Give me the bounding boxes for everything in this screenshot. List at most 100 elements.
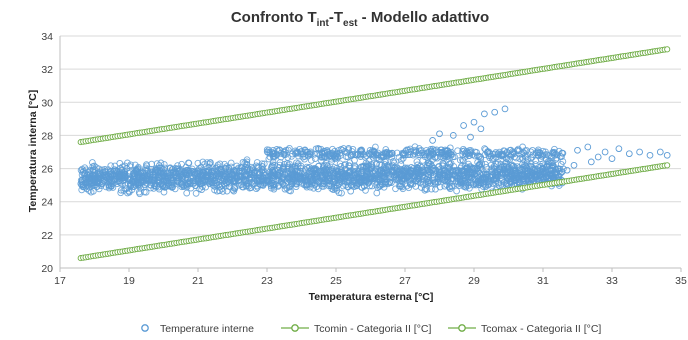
point-temperature-interne: [192, 190, 200, 197]
point-temperature-interne: [259, 169, 267, 177]
point-temperature-interne: [429, 137, 436, 144]
point-temperature-interne: [326, 152, 334, 159]
point-temperature-interne: [105, 169, 113, 176]
point-temperature-interne: [515, 178, 523, 186]
point-temperature-interne: [199, 179, 207, 187]
point-temperature-interne: [416, 162, 424, 170]
axes: [59, 36, 681, 269]
point-temperature-interne: [97, 174, 105, 182]
point-temperature-interne: [511, 170, 519, 178]
point-temperature-interne: [296, 145, 303, 153]
point-temperature-interne: [259, 166, 267, 174]
legend: Temperature interne Tcomin - Categoria I…: [141, 323, 601, 335]
point-temperature-interne: [459, 167, 467, 174]
point-temperature-interne: [357, 147, 365, 155]
point-temperature-interne: [282, 146, 290, 154]
point-temperature-interne: [333, 168, 341, 176]
point-temperature-interne: [601, 148, 609, 156]
title-sub-int: int: [317, 18, 330, 29]
point-temperature-interne: [543, 162, 551, 170]
point-temperature-interne: [292, 183, 300, 191]
point-temperature-interne: [134, 176, 141, 184]
point-temperature-interne: [433, 154, 441, 162]
point-temperature-interne: [263, 148, 271, 156]
y-tick-20: 20: [41, 263, 53, 275]
point-temperature-interne: [264, 176, 272, 184]
point-temperature-interne: [426, 160, 433, 168]
point-temperature-interne: [459, 157, 467, 165]
point-temperature-interne: [495, 179, 503, 187]
point-temperature-interne: [216, 176, 224, 183]
point-temperature-interne: [106, 173, 114, 181]
point-temperature-interne: [154, 176, 162, 184]
point-temperature-interne: [226, 179, 233, 187]
point-temperature-interne: [257, 181, 265, 188]
point-temperature-interne: [496, 165, 504, 173]
point-temperature-interne: [398, 167, 406, 175]
point-temperature-interne: [292, 147, 299, 155]
point-temperature-interne: [519, 155, 527, 163]
point-temperature-interne: [416, 151, 424, 159]
point-temperature-interne: [329, 169, 337, 177]
point-temperature-interne: [111, 162, 119, 170]
point-temperature-interne: [373, 181, 380, 189]
point-temperature-interne: [365, 166, 373, 174]
point-temperature-interne: [636, 148, 643, 156]
point-temperature-interne: [326, 175, 334, 182]
point-temperature-interne: [162, 176, 170, 184]
point-temperature-interne: [333, 182, 341, 190]
point-temperature-interne: [211, 183, 219, 190]
point-temperature-interne: [465, 173, 472, 181]
point-temperature-interne: [196, 165, 203, 172]
point-temperature-interne: [397, 160, 405, 168]
point-temperature-interne: [162, 178, 170, 186]
point-temperature-interne: [79, 169, 87, 176]
point-temperature-interne: [510, 162, 517, 170]
point-temperature-interne: [89, 187, 97, 195]
point-temperature-interne: [357, 179, 365, 187]
point-temperature-interne: [529, 146, 536, 154]
point-temperature-interne: [361, 153, 369, 161]
point-temperature-interne: [472, 180, 480, 188]
point-temperature-interne: [117, 189, 125, 197]
point-temperature-interne: [373, 189, 381, 197]
point-temperature-interne: [357, 147, 364, 154]
point-temperature-interne: [465, 170, 473, 177]
point-temperature-interne: [397, 157, 405, 164]
point-temperature-interne: [378, 176, 386, 184]
point-temperature-interne: [519, 178, 527, 186]
point-temperature-interne: [176, 166, 184, 174]
point-temperature-interne: [248, 174, 256, 182]
point-tcomin: [664, 162, 671, 169]
gridlines: [60, 35, 681, 236]
point-temperature-interne: [285, 187, 293, 194]
point-temperature-interne: [206, 177, 213, 184]
point-temperature-interne: [292, 165, 299, 173]
point-temperature-interne: [489, 155, 496, 163]
point-temperature-interne: [366, 173, 374, 181]
point-temperature-interne: [406, 176, 414, 183]
point-temperature-interne: [563, 166, 571, 174]
point-temperature-interne: [147, 168, 154, 176]
point-temperature-interne: [443, 177, 451, 184]
series-tcomax: [77, 46, 671, 146]
point-temperature-interne: [88, 175, 96, 182]
point-temperature-interne: [77, 177, 85, 184]
point-temperature-interne: [193, 170, 201, 178]
point-temperature-interne: [530, 172, 538, 179]
point-temperature-interne: [241, 159, 249, 167]
point-temperature-interne: [550, 163, 557, 171]
point-temperature-interne: [330, 183, 338, 190]
point-temperature-interne: [287, 171, 295, 179]
point-temperature-interne: [288, 176, 296, 183]
point-temperature-interne: [314, 185, 322, 193]
point-temperature-interne: [646, 151, 654, 159]
point-temperature-interne: [163, 173, 171, 180]
point-temperature-interne: [345, 162, 353, 169]
point-temperature-interne: [276, 146, 283, 154]
point-temperature-interne: [323, 167, 330, 174]
point-temperature-interne: [481, 160, 489, 168]
point-temperature-interne: [270, 185, 278, 193]
point-temperature-interne: [439, 160, 447, 168]
point-temperature-interne: [490, 176, 497, 184]
